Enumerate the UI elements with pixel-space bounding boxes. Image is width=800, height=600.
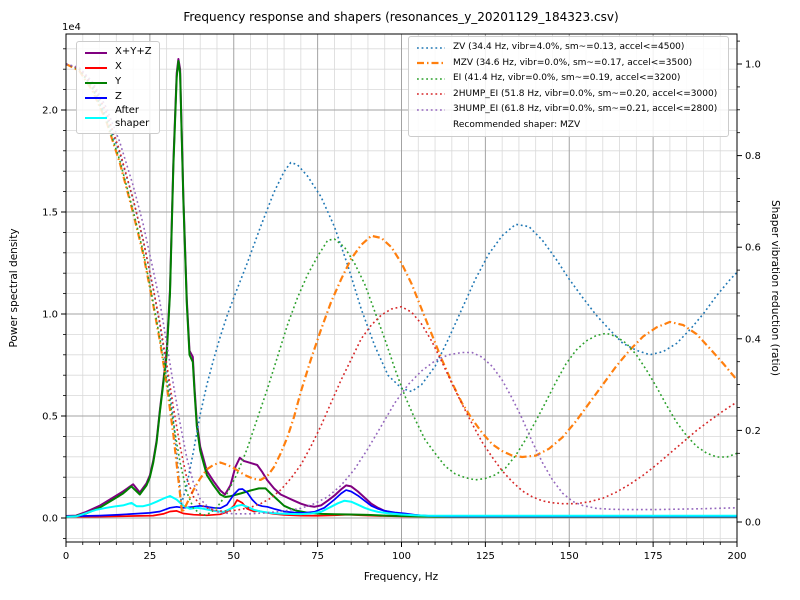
shaper-legend: ZV (34.4 Hz, vibr=4.0%, sm~=0.13, accel<… [408,36,729,137]
x-tick-label: 0 [63,551,69,562]
shaper-legend-item-label: MZV (34.6 Hz, vibr=0.0%, sm~=0.17, accel… [453,57,693,68]
recommended-shaper-note-label: Recommended shaper: MZV [453,119,581,130]
psd-legend-item: X+Y+Z [84,45,152,60]
y-left-tick-label: 1.0 [42,310,58,321]
y-left-offset-text: 1e4 [62,22,81,33]
legend-line-sample [417,62,445,65]
shaper-legend-item: MZV (34.6 Hz, vibr=0.0%, sm~=0.17, accel… [416,56,721,72]
y-left-tick-label: 2.0 [42,106,58,117]
legend-line-sample [85,81,107,84]
x-tick-label: 175 [644,551,663,562]
y-left-tick-label: 0.5 [42,412,58,423]
series-mzv [66,63,737,514]
y-left-tick-label: 1.5 [42,208,58,219]
y-right-tick-label: 0.6 [745,243,761,254]
axis-ticks [61,40,742,547]
legend-line-sample [85,51,107,54]
shaper-legend-item: 3HUMP_EI (61.8 Hz, vibr=0.0%, sm~=0.21, … [416,102,721,118]
chart-title: Frequency response and shapers (resonanc… [183,10,618,24]
y-right-tick-label: 0.0 [745,518,761,529]
plot-series [66,58,737,518]
psd-legend-item-label: Z [115,91,122,103]
y-right-tick-label: 0.2 [745,426,761,437]
legend-line-sample [85,66,107,69]
shaper-legend-item-label: 2HUMP_EI (51.8 Hz, vibr=0.0%, sm~=0.20, … [453,88,718,99]
series-ei [66,63,737,516]
psd-legend-item: Y [84,75,152,90]
shaper-legend-item-label: ZV (34.4 Hz, vibr=4.0%, sm~=0.13, accel<… [453,42,685,53]
x-tick-label: 25 [144,551,157,562]
series-y [66,60,737,518]
x-tick-label: 150 [560,551,579,562]
x-tick-label: 200 [727,551,746,562]
y-right-tick-label: 0.8 [745,151,761,162]
x-tick-label: 100 [392,551,411,562]
shaper-legend-item: EI (41.4 Hz, vibr=0.0%, sm~=0.19, accel<… [416,71,721,87]
psd-legend-item: Z [84,90,152,105]
legend-line-sample [417,46,445,49]
legend-line-sample [85,96,107,99]
legend-line-sample [85,116,107,119]
shaper-legend-item: 2HUMP_EI (51.8 Hz, vibr=0.0%, sm~=0.20, … [416,87,721,103]
y-right-tick-label: 1.0 [745,60,761,71]
legend-line-sample [417,93,445,96]
y-right-tick-label: 0.4 [745,334,761,345]
y-right-axis-label: Shaper vibration reduction (ratio) [769,200,781,376]
psd-legend-item: X [84,60,152,75]
legend-line-sample [417,108,445,111]
x-axis-label: Frequency, Hz [364,571,439,583]
x-tick-label: 50 [227,551,240,562]
psd-legend: X+Y+Z X Y Z After shaper [76,41,160,134]
recommended-shaper-note: Recommended shaper: MZV [416,118,721,134]
shaper-legend-item-label: EI (41.4 Hz, vibr=0.0%, sm~=0.19, accel<… [453,73,681,84]
series-3hump-ei [66,63,737,515]
psd-legend-item: After shaper [84,105,152,130]
x-tick-label: 75 [311,551,324,562]
shaper-legend-item: ZV (34.4 Hz, vibr=4.0%, sm~=0.13, accel<… [416,40,721,56]
axis-tick-labels: 0 25 50 75 100 125 150 175 200 0.0 0.5 1.0 1.5 2.0 0.0… [42,60,761,563]
shaper-legend-item-label: 3HUMP_EI (61.8 Hz, vibr=0.0%, sm~=0.21, … [453,104,718,115]
y-left-tick-label: 0.0 [42,514,58,525]
series-z [66,488,737,518]
psd-legend-item-label: X [115,61,122,73]
x-tick-label: 125 [476,551,495,562]
y-left-axis-label: Power spectral density [8,228,20,347]
psd-legend-item-label: Y [115,76,122,88]
series-after-shaper [66,495,737,518]
psd-legend-item-label: After shaper [115,105,150,129]
legend-line-sample [417,77,445,80]
psd-legend-item-label: X+Y+Z [115,46,152,58]
